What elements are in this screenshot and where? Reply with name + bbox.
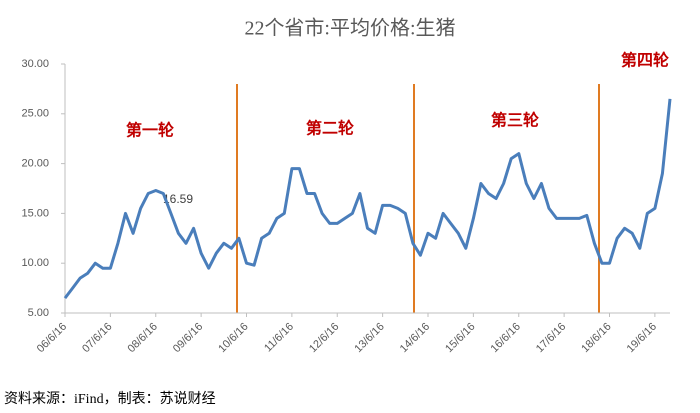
x-tick-label: 07/6/16 xyxy=(80,321,114,355)
x-tick-label: 15/6/16 xyxy=(443,321,477,355)
x-tick-label: 12/6/16 xyxy=(307,321,341,355)
source: 资料来源：iFind，制表：苏说财经 xyxy=(4,391,216,407)
x-tick-label: 18/6/16 xyxy=(579,321,613,355)
annotation: 第二轮 xyxy=(306,119,354,138)
x-tick-label: 17/6/16 xyxy=(534,321,568,355)
line-series xyxy=(63,98,672,300)
x-tick-label: 10/6/16 xyxy=(216,321,250,355)
y-tick-label: 25.00 xyxy=(21,108,49,120)
marker-label: 16.59 xyxy=(163,192,193,206)
x-tick-label: 09/6/16 xyxy=(171,321,205,355)
x-tick-label: 16/6/16 xyxy=(488,321,522,355)
x-tick-label: 19/6/16 xyxy=(625,321,659,355)
annotation: 第一轮 xyxy=(126,121,174,140)
x-tick-label: 08/6/16 xyxy=(125,321,159,355)
y-tick-label: 5.00 xyxy=(28,307,49,319)
annotation: 第四轮 xyxy=(621,51,669,70)
x-tick-label: 11/6/16 xyxy=(262,321,296,355)
y-tick-label: 30.00 xyxy=(21,58,49,70)
x-tick-label: 06/6/16 xyxy=(35,321,69,355)
y-tick-label: 15.00 xyxy=(21,207,49,219)
y-tick-label: 10.00 xyxy=(21,257,49,269)
annotation: 第三轮 xyxy=(491,111,539,130)
x-tick-label: 13/6/16 xyxy=(352,321,386,355)
x-tick-label: 14/6/16 xyxy=(398,321,432,355)
y-tick-label: 20.00 xyxy=(21,158,49,170)
chart-title: 22个省市:平均价格:生猪 xyxy=(244,17,455,40)
